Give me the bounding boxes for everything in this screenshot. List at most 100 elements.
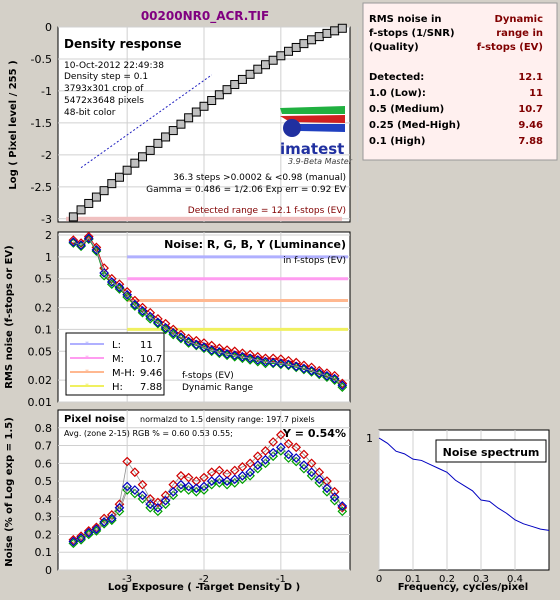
pixel-point-R: [91, 522, 102, 533]
noise-point-G: [76, 241, 86, 252]
noise-point-G: [222, 350, 232, 361]
noise-point-R: [106, 273, 117, 284]
density-point: [176, 119, 186, 129]
pixel-point-R: [237, 462, 248, 472]
density-point: [245, 69, 255, 79]
pixel-point-G: [137, 494, 148, 504]
pixel-point-R: [68, 534, 79, 545]
noise-series-Y: [73, 237, 343, 386]
density-point: [307, 35, 317, 45]
gamma-stats: Gamma = 0.486 = 1/2.06 Exp err = 0.92 EV: [146, 185, 347, 195]
density-point: [91, 192, 101, 202]
pixel-point-R: [76, 531, 86, 542]
pixel-point-R: [283, 438, 294, 449]
density-point: [214, 90, 224, 100]
noise-point-B: [91, 244, 102, 255]
noise-ytick-label: 0.01: [28, 396, 53, 409]
pixel-point-G: [122, 485, 133, 495]
pixel-point-R: [214, 465, 225, 476]
pixel-heading: Pixel noise: [64, 414, 125, 425]
spectrum-xtick-label: 0.2: [439, 574, 455, 585]
pixel-point-G: [214, 478, 225, 488]
density-heading: Density response: [64, 37, 182, 51]
pixel-point-B: [114, 502, 125, 513]
noise-ytick-label: 0.1: [35, 323, 53, 336]
noise-point-R: [237, 348, 248, 359]
pixel-point-G: [283, 453, 294, 463]
spectrum-xtick-label: 0.1: [405, 574, 421, 585]
pixel-xtick-label: -1: [276, 574, 286, 585]
pixel-point-B: [275, 442, 286, 453]
pixel-point-G: [329, 495, 340, 506]
noise-point-B: [337, 380, 348, 391]
density-point: [253, 64, 263, 74]
legend-key: H:: [112, 382, 123, 393]
summary-row-value: 7.88: [518, 136, 543, 147]
pixel-point-B: [214, 474, 225, 485]
pixel-point-B: [329, 492, 340, 502]
detected-range-bar: [66, 216, 342, 221]
density-ytick-label: 0: [45, 21, 52, 34]
pixel-point-B: [176, 479, 186, 490]
density-ytick-label: -0.5: [31, 53, 52, 66]
noise-point-G: [306, 367, 317, 377]
legend-note: Dynamic Range: [182, 383, 254, 393]
density-point: [299, 39, 309, 49]
info-line: 5472x3648 pixels: [64, 96, 144, 106]
pixel-point-G: [314, 478, 325, 488]
density-point: [68, 212, 78, 222]
noise-point-R: [122, 286, 133, 297]
noise-point-G: [160, 324, 171, 335]
noise-ytick-label: 0.5: [35, 273, 53, 286]
noise-point-B: [283, 359, 294, 370]
pixel-point-R: [314, 467, 325, 478]
pixel-point-B: [229, 474, 240, 485]
legend-key: L:: [112, 340, 121, 351]
pixel-point-B: [191, 483, 202, 494]
density-ytick-label: -3: [41, 213, 52, 226]
pixel-point-B: [129, 485, 140, 495]
pixel-point-R: [275, 430, 286, 440]
noise-point-B: [252, 355, 263, 365]
density-ytick-label: -1.5: [31, 117, 52, 130]
pixel-point-R: [306, 458, 317, 469]
logo-text: imatest: [280, 140, 344, 158]
info-line: Density step = 0.1: [64, 72, 148, 82]
summary-head-right: range in: [496, 28, 543, 39]
noise-point-R: [306, 362, 317, 373]
pixel-point-B: [245, 467, 255, 478]
summary-row-label: 0.5 (Medium): [369, 104, 444, 115]
noise-point-G: [191, 340, 202, 351]
pixel-point-G: [237, 474, 248, 485]
density-point: [222, 85, 232, 95]
pixel-point-R: [160, 490, 171, 501]
summary-head-left: f-stops (1/SNR): [369, 28, 455, 39]
density-ytick-label: -2.5: [31, 181, 52, 194]
pixel-ytick-label: 0.7: [35, 440, 53, 453]
gamma-fit-line: [80, 74, 212, 169]
density-ytick-label: -1: [41, 85, 52, 98]
noise-point-R: [183, 333, 194, 344]
noise-point-R: [76, 238, 86, 248]
density-point: [314, 32, 324, 42]
noise-point-B: [275, 358, 286, 369]
density-point: [99, 186, 109, 196]
avg-note: Avg. (zone 2-15) RGB % = 0.60 0.53 0.55;: [64, 429, 233, 438]
pixel-point-R: [183, 472, 194, 483]
spectrum-plot: [378, 437, 550, 531]
pixel-point-R: [122, 456, 133, 467]
density-point: [76, 205, 86, 215]
legend-value: 9.46: [140, 368, 162, 379]
noise-point-B: [153, 317, 163, 328]
summary-row-value: 9.46: [518, 120, 543, 131]
pixel-point-B: [68, 536, 79, 547]
pixel-point-R: [145, 494, 156, 504]
pixel-point-B: [122, 481, 133, 492]
noise-ytick-label: 0.2: [35, 302, 53, 315]
pixel-point-R: [153, 497, 163, 508]
summary-row-value: 11: [529, 88, 543, 99]
summary-head-left: (Quality): [369, 42, 419, 53]
summary-row-value: 10.7: [518, 104, 543, 115]
density-point: [284, 46, 294, 56]
density-point: [184, 113, 194, 123]
